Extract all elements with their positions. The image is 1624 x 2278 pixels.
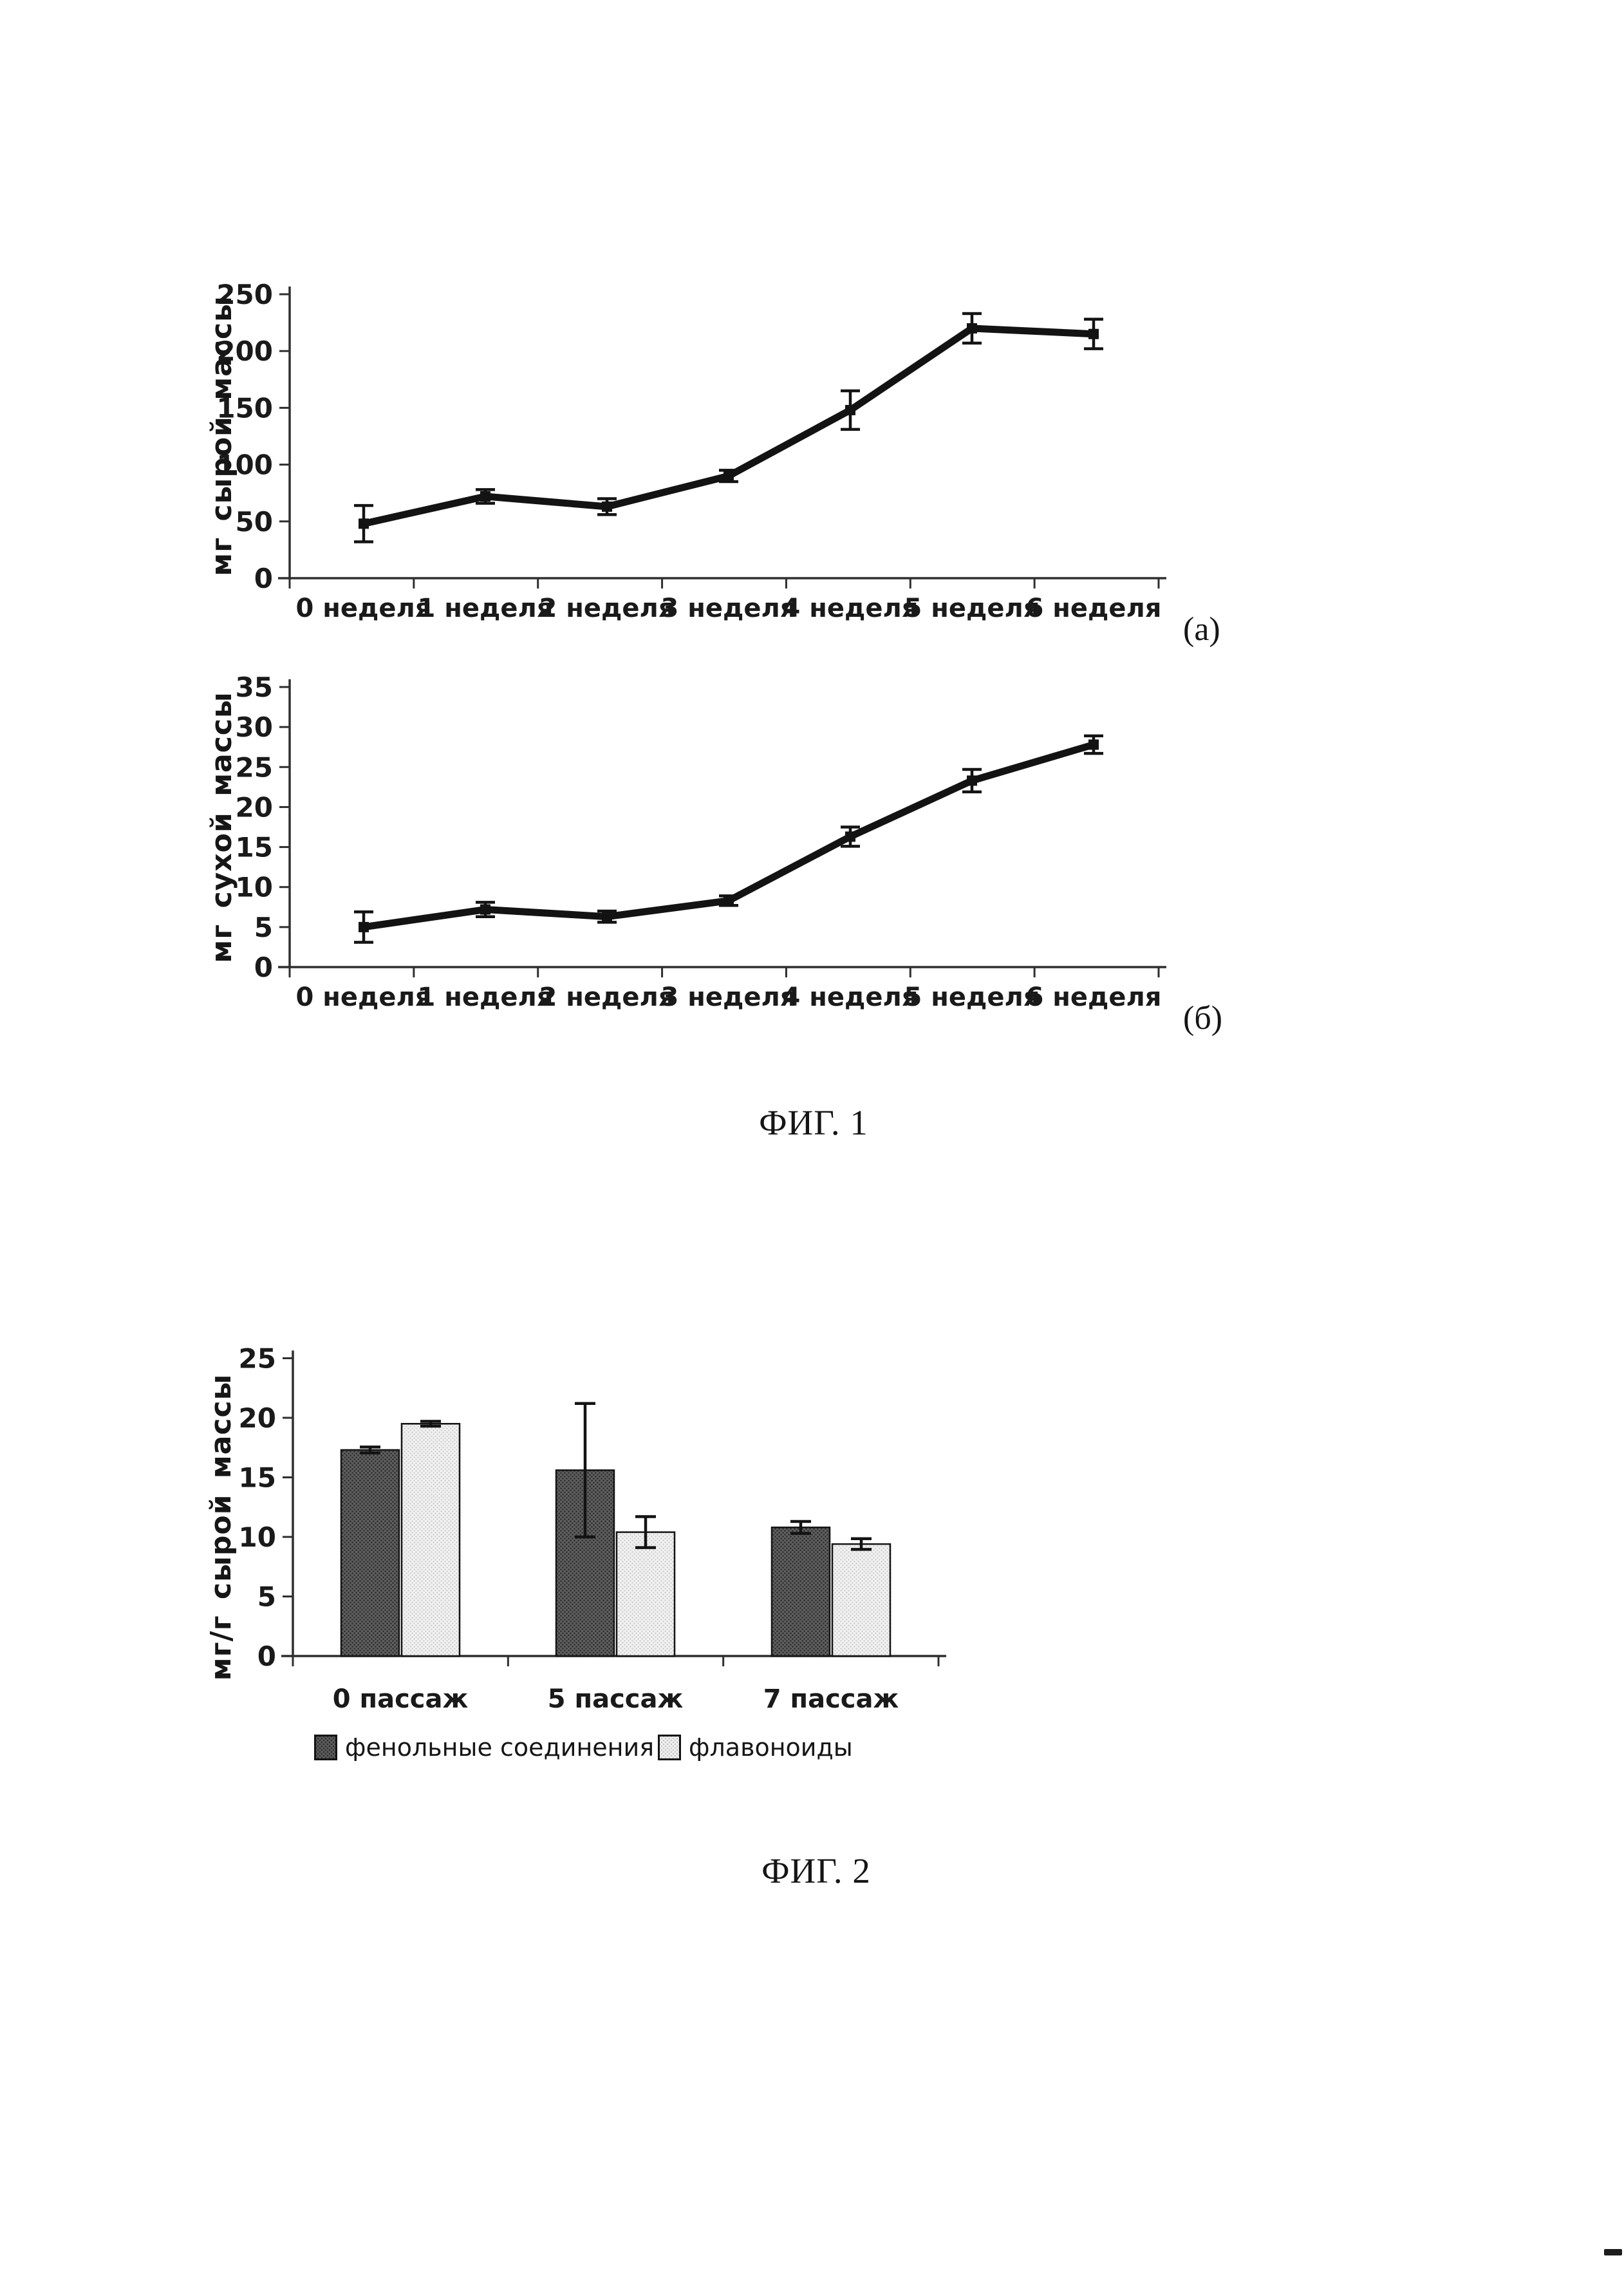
- x-category-label: 2 неделя: [539, 594, 675, 623]
- legend-item-flavonoids: флавоноиды: [658, 1733, 853, 1762]
- bar-flavonoids: [831, 1543, 891, 1657]
- data-line: [360, 325, 1097, 527]
- x-category-label: 4 неделя: [783, 594, 919, 623]
- y-tick-label: 100: [216, 449, 273, 481]
- x-category-label: 1 неделя: [418, 983, 554, 1012]
- y-tick-label: 15: [239, 1462, 276, 1494]
- x-category-label: 5 неделя: [904, 983, 1040, 1012]
- y-tick-label: 15: [236, 832, 273, 863]
- x-category-label: 0 неделя: [296, 594, 432, 623]
- data-point: [967, 775, 977, 786]
- y-tick-label: 200: [216, 335, 273, 367]
- y-tick-label: 30: [236, 711, 273, 743]
- figure2-caption: ФИГ. 2: [761, 1851, 871, 1890]
- bar-flavonoids: [615, 1531, 676, 1657]
- y-tick-label: 25: [236, 751, 273, 783]
- panel-b-tag: (б): [1183, 1000, 1223, 1037]
- phenolics-swatch-icon: [314, 1735, 337, 1760]
- x-category-label: 2 неделя: [539, 983, 675, 1012]
- y-tick-label: 150: [216, 392, 273, 424]
- data-point: [1088, 328, 1099, 339]
- flavonoids-swatch-icon: [658, 1735, 681, 1760]
- x-category-label: 3 неделя: [661, 983, 797, 1012]
- y-tick-label: 0: [254, 952, 273, 983]
- data-point: [602, 911, 612, 922]
- bar-flavonoids: [400, 1423, 461, 1657]
- x-category-label: 4 неделя: [783, 983, 919, 1012]
- data-point: [1088, 739, 1099, 750]
- y-tick-label: 5: [254, 912, 273, 943]
- y-tick-label: 10: [236, 872, 273, 903]
- x-category-label: 1 неделя: [418, 594, 554, 623]
- y-tick-label: 0: [254, 563, 273, 594]
- data-point: [723, 471, 734, 482]
- x-category-label: 0 неделя: [296, 983, 432, 1012]
- data-point: [723, 895, 734, 906]
- x-category-label: 5 пассаж: [548, 1684, 684, 1714]
- data-point: [967, 323, 977, 334]
- panel-a-tag: (a): [1183, 611, 1220, 648]
- data-point: [845, 404, 855, 415]
- data-point: [480, 491, 490, 502]
- legend-item-phenolics: фенольные соединения: [314, 1733, 654, 1762]
- scan-artifact: [1604, 2249, 1622, 2255]
- data-point: [480, 904, 490, 915]
- bar-phenolics: [340, 1449, 400, 1657]
- phenolics-legend-label: фенольные соединения: [345, 1733, 655, 1762]
- y-tick-label: 0: [257, 1641, 276, 1672]
- figure1-caption: ФИГ. 1: [759, 1103, 868, 1142]
- bar-phenolics: [770, 1526, 831, 1657]
- x-category-label: 5 неделя: [904, 594, 1040, 623]
- data-point: [359, 921, 369, 932]
- fig2-bar-chart: 0 5 10 15 20 25 0 пассаж 5 пассаж 7 пассаж: [239, 1343, 946, 1714]
- fig2-y-axis-title: мг/г сырой массы: [205, 1373, 238, 1681]
- y-tick-label: 10: [239, 1521, 276, 1553]
- flavonoids-legend-label: флавоноиды: [689, 1733, 853, 1762]
- x-category-label: 3 неделя: [661, 594, 797, 623]
- x-category-label: 7 пассаж: [763, 1684, 899, 1714]
- x-category-label: 6 неделя: [1026, 594, 1162, 623]
- data-point: [602, 501, 612, 512]
- data-point: [359, 518, 369, 529]
- y-tick-label: 50: [236, 506, 273, 538]
- data-point: [845, 831, 855, 842]
- y-tick-label: 250: [216, 279, 273, 310]
- y-tick-label: 25: [239, 1343, 276, 1375]
- y-tick-label: 20: [239, 1402, 276, 1434]
- x-category-label: 0 пассаж: [333, 1684, 469, 1714]
- y-tick-label: 20: [236, 791, 273, 823]
- y-tick-label: 35: [236, 672, 273, 703]
- fig1b-y-axis-title: мг сухой массы: [205, 692, 238, 963]
- y-tick-label: 5: [257, 1581, 276, 1613]
- x-category-label: 6 неделя: [1026, 983, 1162, 1012]
